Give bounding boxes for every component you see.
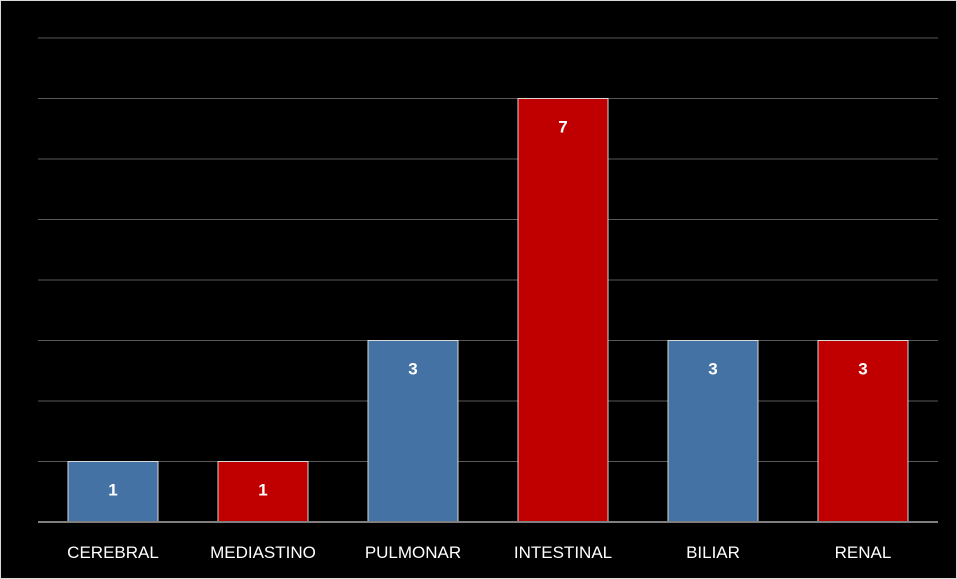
data-label: 1: [258, 481, 267, 500]
data-labels: 1 1 3 7 3 3: [108, 118, 867, 500]
bar-pulmonar: [367, 340, 459, 523]
data-label: 3: [858, 360, 867, 379]
data-label: 1: [108, 481, 117, 500]
data-label: 7: [558, 118, 567, 137]
bar-biliar: [667, 340, 759, 523]
category-label: BILIAR: [686, 543, 740, 562]
category-labels: CEREBRAL MEDIASTINO PULMONAR INTESTINAL BILI…: [67, 543, 891, 562]
category-label: PULMONAR: [365, 543, 461, 562]
bar-intestinal: [517, 98, 609, 523]
category-label: MEDIASTINO: [210, 543, 316, 562]
category-label: CEREBRAL: [67, 543, 159, 562]
bar-renal: [817, 340, 909, 523]
category-label: INTESTINAL: [514, 543, 612, 562]
bar-mediastino: [217, 461, 309, 523]
category-label: RENAL: [835, 543, 892, 562]
data-label: 3: [708, 360, 717, 379]
data-label: 3: [408, 360, 417, 379]
bar-cerebral: [67, 461, 159, 523]
gridlines: [38, 37, 938, 462]
bars: [67, 98, 909, 523]
